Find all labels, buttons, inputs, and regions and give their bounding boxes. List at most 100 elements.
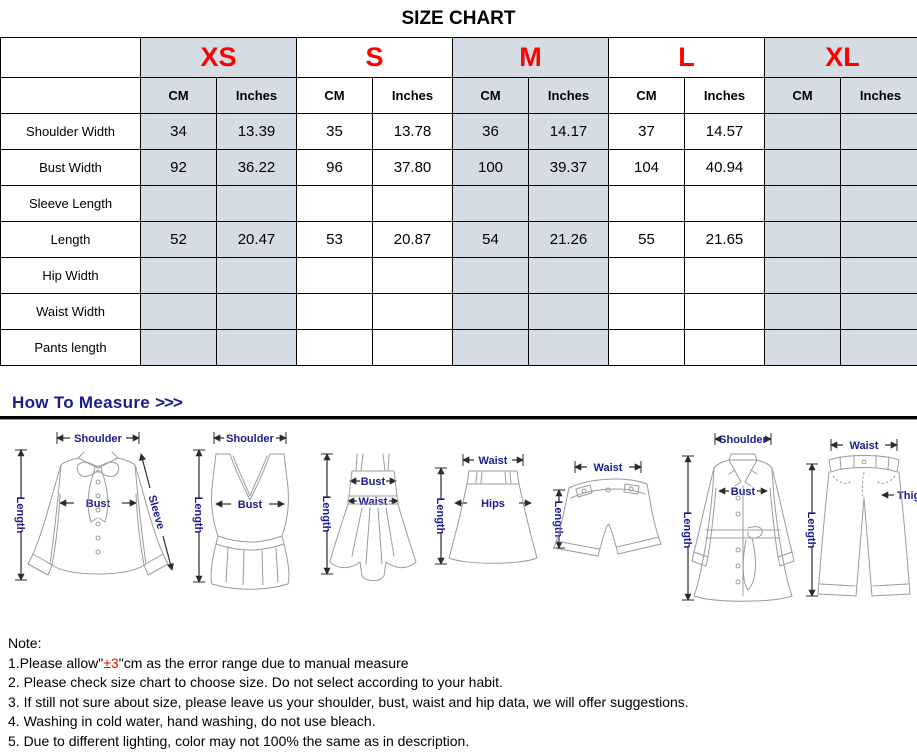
- table-cell: 21.65: [684, 221, 766, 258]
- blouse-length-label: Length: [14, 497, 26, 534]
- table-cell: [371, 257, 454, 294]
- note-line-1: 1.Please allow"±3"cm as the error range …: [8, 654, 917, 674]
- table-cell: [684, 185, 766, 222]
- table-row: Waist Width: [0, 293, 917, 330]
- how-to-measure-heading: How To Measure >>>: [12, 393, 917, 413]
- table-cell: [140, 293, 217, 330]
- note-line-4: 4. Washing in cold water, hand washing, …: [8, 713, 376, 729]
- unit-header-row: CM Inches CM Inches CM Inches CM Inches …: [0, 77, 917, 114]
- size-header-m: M: [452, 37, 610, 78]
- table-cell: [608, 329, 686, 366]
- unit-header: Inches: [840, 77, 917, 114]
- table-cell: 53: [296, 221, 373, 258]
- table-cell: [140, 185, 217, 222]
- coat-diagram: Shoulder Length Bust: [681, 433, 795, 602]
- table-cell: 36: [452, 113, 530, 150]
- table-cell: [140, 257, 217, 294]
- pants-length-label: Length: [805, 512, 817, 549]
- table-row: Shoulder Width 34 13.39 35 13.78 36 14.1…: [0, 113, 917, 150]
- notes-heading: Note:: [8, 635, 42, 651]
- table-cell: [608, 293, 686, 330]
- table-cell: 96: [296, 149, 373, 186]
- table-cell: 34: [140, 113, 217, 150]
- table-cell: [764, 113, 842, 150]
- table-cell: [371, 185, 454, 222]
- unit-header: Inches: [371, 77, 454, 114]
- table-cell: [840, 113, 917, 150]
- coat-shoulder-label: Shoulder: [719, 434, 767, 446]
- row-label: Pants length: [0, 329, 141, 366]
- table-cell: [840, 257, 917, 294]
- how-to-measure-text: How To Measure: [12, 393, 151, 412]
- unit-header: CM: [140, 77, 217, 114]
- table-cell: [140, 329, 217, 366]
- shorts-length-label: Length: [552, 501, 564, 538]
- table-cell: [216, 185, 297, 222]
- chevrons-icon: >>>: [155, 393, 183, 412]
- size-header-l: L: [608, 37, 766, 78]
- dress-diagram: Length Bust Waist: [320, 453, 417, 581]
- table-cell: [296, 257, 373, 294]
- size-header-xs: XS: [140, 37, 297, 78]
- shorts-waist-label: Waist: [594, 462, 623, 474]
- table-cell: 20.47: [216, 221, 297, 258]
- table-cell: 20.87: [371, 221, 454, 258]
- note-line-5: 5. Due to different lighting, color may …: [8, 732, 470, 749]
- table-cell: 35: [296, 113, 373, 150]
- table-cell: [684, 293, 766, 330]
- note1-tolerance: ±3: [103, 654, 119, 671]
- unit-header: Inches: [528, 77, 610, 114]
- note1-prefix: 1.Please allow": [8, 654, 104, 671]
- table-cell: 36.22: [216, 149, 297, 186]
- page-title: SIZE CHART: [401, 8, 516, 29]
- unit-header: CM: [764, 77, 842, 114]
- pants-diagram: Waist Length Thigh: [805, 439, 917, 597]
- pants-thigh-label: Thigh: [897, 490, 917, 502]
- tank-shoulder-label: Shoulder: [226, 433, 274, 445]
- table-cell: [840, 293, 917, 330]
- table-cell: [684, 329, 766, 366]
- table-cell: [608, 257, 686, 294]
- table-cell: 100: [452, 149, 530, 186]
- table-cell: [608, 185, 686, 222]
- size-header-s: S: [295, 37, 454, 78]
- table-cell: [764, 257, 842, 294]
- unit-header: CM: [608, 77, 686, 114]
- tank-bust-label: Bust: [238, 499, 263, 511]
- table-cell: [216, 329, 297, 366]
- table-cell: 37: [608, 113, 686, 150]
- skirt-diagram: Waist Length Hips: [434, 454, 538, 565]
- row-label: Sleeve Length: [0, 185, 141, 222]
- row-label: Shoulder Width: [0, 113, 141, 150]
- table-cell: [840, 149, 917, 186]
- table-cell: 92: [140, 149, 217, 186]
- table-cell: [528, 329, 610, 366]
- skirt-hips-label: Hips: [481, 498, 505, 510]
- table-cell: 52: [140, 221, 217, 258]
- corner-cell: [0, 37, 141, 78]
- tank-top-diagram: Shoulder Length Bust: [192, 432, 290, 590]
- note1-suffix: "cm as the error range due to manual mea…: [118, 654, 409, 671]
- table-cell: [296, 185, 373, 222]
- table-row: Hip Width: [0, 257, 917, 294]
- pants-waist-label: Waist: [850, 440, 879, 452]
- table-row: Length 52 20.47 53 20.87 54 21.26 55 21.…: [0, 221, 917, 258]
- table-cell: [764, 185, 842, 222]
- table-cell: [216, 257, 297, 294]
- unit-header: CM: [296, 77, 373, 114]
- table-cell: [840, 221, 917, 258]
- row-label: Bust Width: [0, 149, 141, 186]
- table-cell: 54: [452, 221, 530, 258]
- table-cell: 21.26: [528, 221, 610, 258]
- table-cell: [371, 293, 454, 330]
- size-header-row: XS S M L XL: [0, 37, 917, 78]
- coat-length-label: Length: [681, 512, 693, 549]
- table-cell: [684, 257, 766, 294]
- table-cell: 40.94: [684, 149, 766, 186]
- table-row: Bust Width 92 36.22 96 37.80 100 39.37 1…: [0, 149, 917, 186]
- blouse-diagram: Shoulder Length Bust Sleeve: [14, 432, 174, 581]
- table-cell: [296, 329, 373, 366]
- blouse-shoulder-label: Shoulder: [74, 433, 122, 445]
- unit-header: Inches: [216, 77, 297, 114]
- table-cell: [452, 257, 530, 294]
